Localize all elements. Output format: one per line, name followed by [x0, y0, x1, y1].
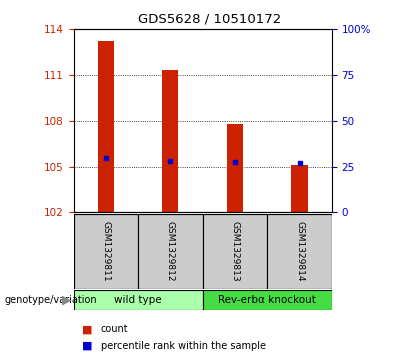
Text: GSM1329814: GSM1329814 — [295, 221, 304, 282]
Bar — [203, 214, 267, 289]
Bar — [162, 70, 178, 212]
Text: wild type: wild type — [114, 295, 162, 305]
Text: percentile rank within the sample: percentile rank within the sample — [101, 341, 266, 351]
Text: ▶: ▶ — [62, 294, 71, 307]
Text: genotype/variation: genotype/variation — [4, 295, 97, 305]
Bar — [98, 41, 114, 212]
Bar — [267, 214, 332, 289]
Bar — [203, 290, 332, 310]
Text: Rev-erbα knockout: Rev-erbα knockout — [218, 295, 316, 305]
Bar — [291, 165, 307, 212]
Text: ■: ■ — [82, 324, 92, 334]
Text: GSM1329811: GSM1329811 — [101, 221, 110, 282]
Bar — [74, 214, 138, 289]
Text: count: count — [101, 324, 129, 334]
Text: GSM1329813: GSM1329813 — [231, 221, 239, 282]
Bar — [74, 290, 203, 310]
Text: GDS5628 / 10510172: GDS5628 / 10510172 — [138, 13, 282, 26]
Text: GSM1329812: GSM1329812 — [166, 221, 175, 282]
Text: ■: ■ — [82, 341, 92, 351]
Bar — [227, 124, 243, 212]
Bar — [138, 214, 202, 289]
